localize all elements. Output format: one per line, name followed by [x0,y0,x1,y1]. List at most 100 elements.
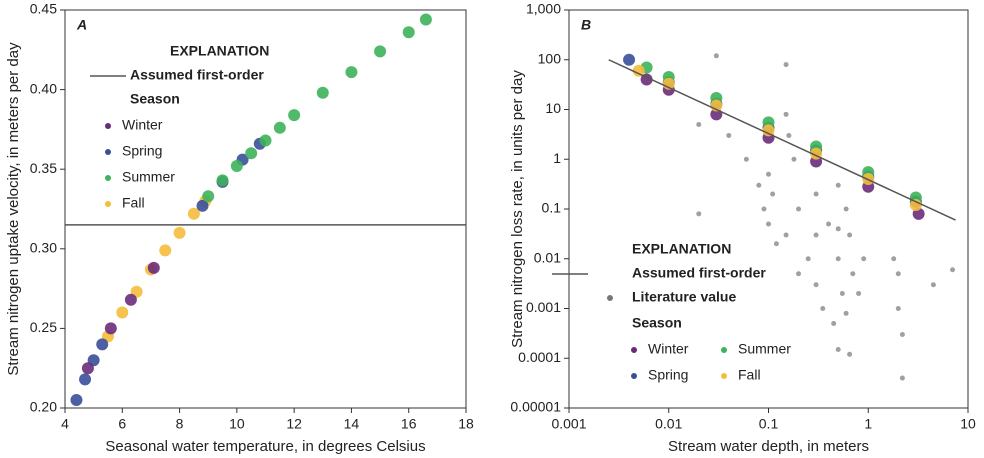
x-tick-label: 4 [61,416,69,432]
x-tick-label: 8 [176,416,184,432]
data-point [259,134,272,147]
data-point [813,282,819,288]
y-tick-label: 0.40 [30,80,57,96]
data-point [843,206,849,212]
data-point [216,174,229,187]
y-tick-label: 10 [545,100,561,116]
plot-frame [64,9,467,409]
legend-label: Summer [738,341,791,357]
data-point [835,256,841,262]
data-point [820,306,826,311]
data-point [847,232,853,238]
y-tick-label: 0.0001 [518,349,561,365]
data-point [895,271,901,277]
data-point [345,66,358,79]
data-point [187,207,200,220]
data-point [826,221,832,227]
data-point [783,62,789,68]
y-axis-label: Stream nitrogen uptake velocity, in mete… [5,42,22,376]
reference-line [608,59,956,221]
data-point [835,182,841,188]
data-point [791,156,797,162]
data-point [839,291,845,297]
legend-swatch [105,201,111,207]
panel-label: A [76,17,87,33]
legend-subtitle: Season [632,315,682,331]
legend-label: Fall [122,195,145,211]
x-tick-label: 16 [401,416,417,432]
data-point [766,221,771,227]
x-tick-label: 0.1 [759,416,779,432]
data-point [273,121,286,134]
data-point [805,256,811,262]
y-tick-label: 1 [553,150,561,166]
data-point [850,271,856,277]
data-point [847,351,853,357]
data-point [761,206,767,212]
data-point [104,322,117,335]
legend-label: Summer [122,169,175,185]
y-tick-label: 0.01 [534,249,561,265]
data-point [835,226,841,232]
legend-swatch [607,295,613,301]
data-point [813,232,819,238]
legend-swatch [721,373,727,379]
data-point [81,362,94,375]
data-point [116,306,129,319]
legend-label: Assumed first-order [130,67,264,83]
x-tick-label: 10 [229,416,245,432]
legend-swatch [105,175,111,181]
data-point [70,394,83,407]
legend-label: Assumed first-order [632,265,766,281]
data-point [713,53,719,59]
y-tick-label: 0.35 [30,160,57,176]
data-point [783,232,789,238]
data-point [770,191,776,197]
legend-label: Spring [122,143,162,159]
data-point [899,375,905,381]
x-tick-label: 1 [864,416,872,432]
data-point [96,338,109,351]
data-point [856,291,862,297]
data-point [891,256,897,262]
data-point [843,310,849,316]
data-point [835,346,841,352]
y-tick-label: 100 [538,50,562,66]
legend-subtitle: Season [130,91,180,107]
data-point [147,261,160,274]
x-tick-label: 18 [458,416,474,432]
data-point [895,306,901,311]
data-point [773,241,779,247]
x-tick-label: 12 [286,416,302,432]
x-axis-label: Seasonal water temperature, in degrees C… [105,438,425,455]
data-point [696,121,702,127]
legend-label: Spring [648,367,688,383]
data-point [173,226,186,239]
data-point [316,86,329,99]
y-tick-label: 0.45 [30,1,57,17]
data-point [726,133,732,139]
data-point [796,271,802,277]
data-point [909,199,922,212]
y-tick-label: 0.1 [542,200,562,216]
data-point [861,256,867,262]
data-point [696,211,702,217]
data-point [288,109,301,122]
data-point [786,133,792,139]
x-axis-label: Stream water depth, in meters [668,438,869,455]
data-point [831,320,837,326]
data-point [796,206,802,212]
data-point [762,124,775,137]
legend-swatch [721,347,727,353]
y-axis-label: Stream nitrogen loss rate, in units per … [509,70,526,348]
x-tick-label: 10 [960,416,976,432]
data-point [813,191,819,197]
legend-title: EXPLANATION [632,241,731,257]
data-point [374,45,387,58]
data-point [124,293,137,306]
legend-label: Literature value [632,289,736,305]
panel-label: B [581,17,591,33]
data-point [202,190,215,203]
data-point [230,160,243,173]
